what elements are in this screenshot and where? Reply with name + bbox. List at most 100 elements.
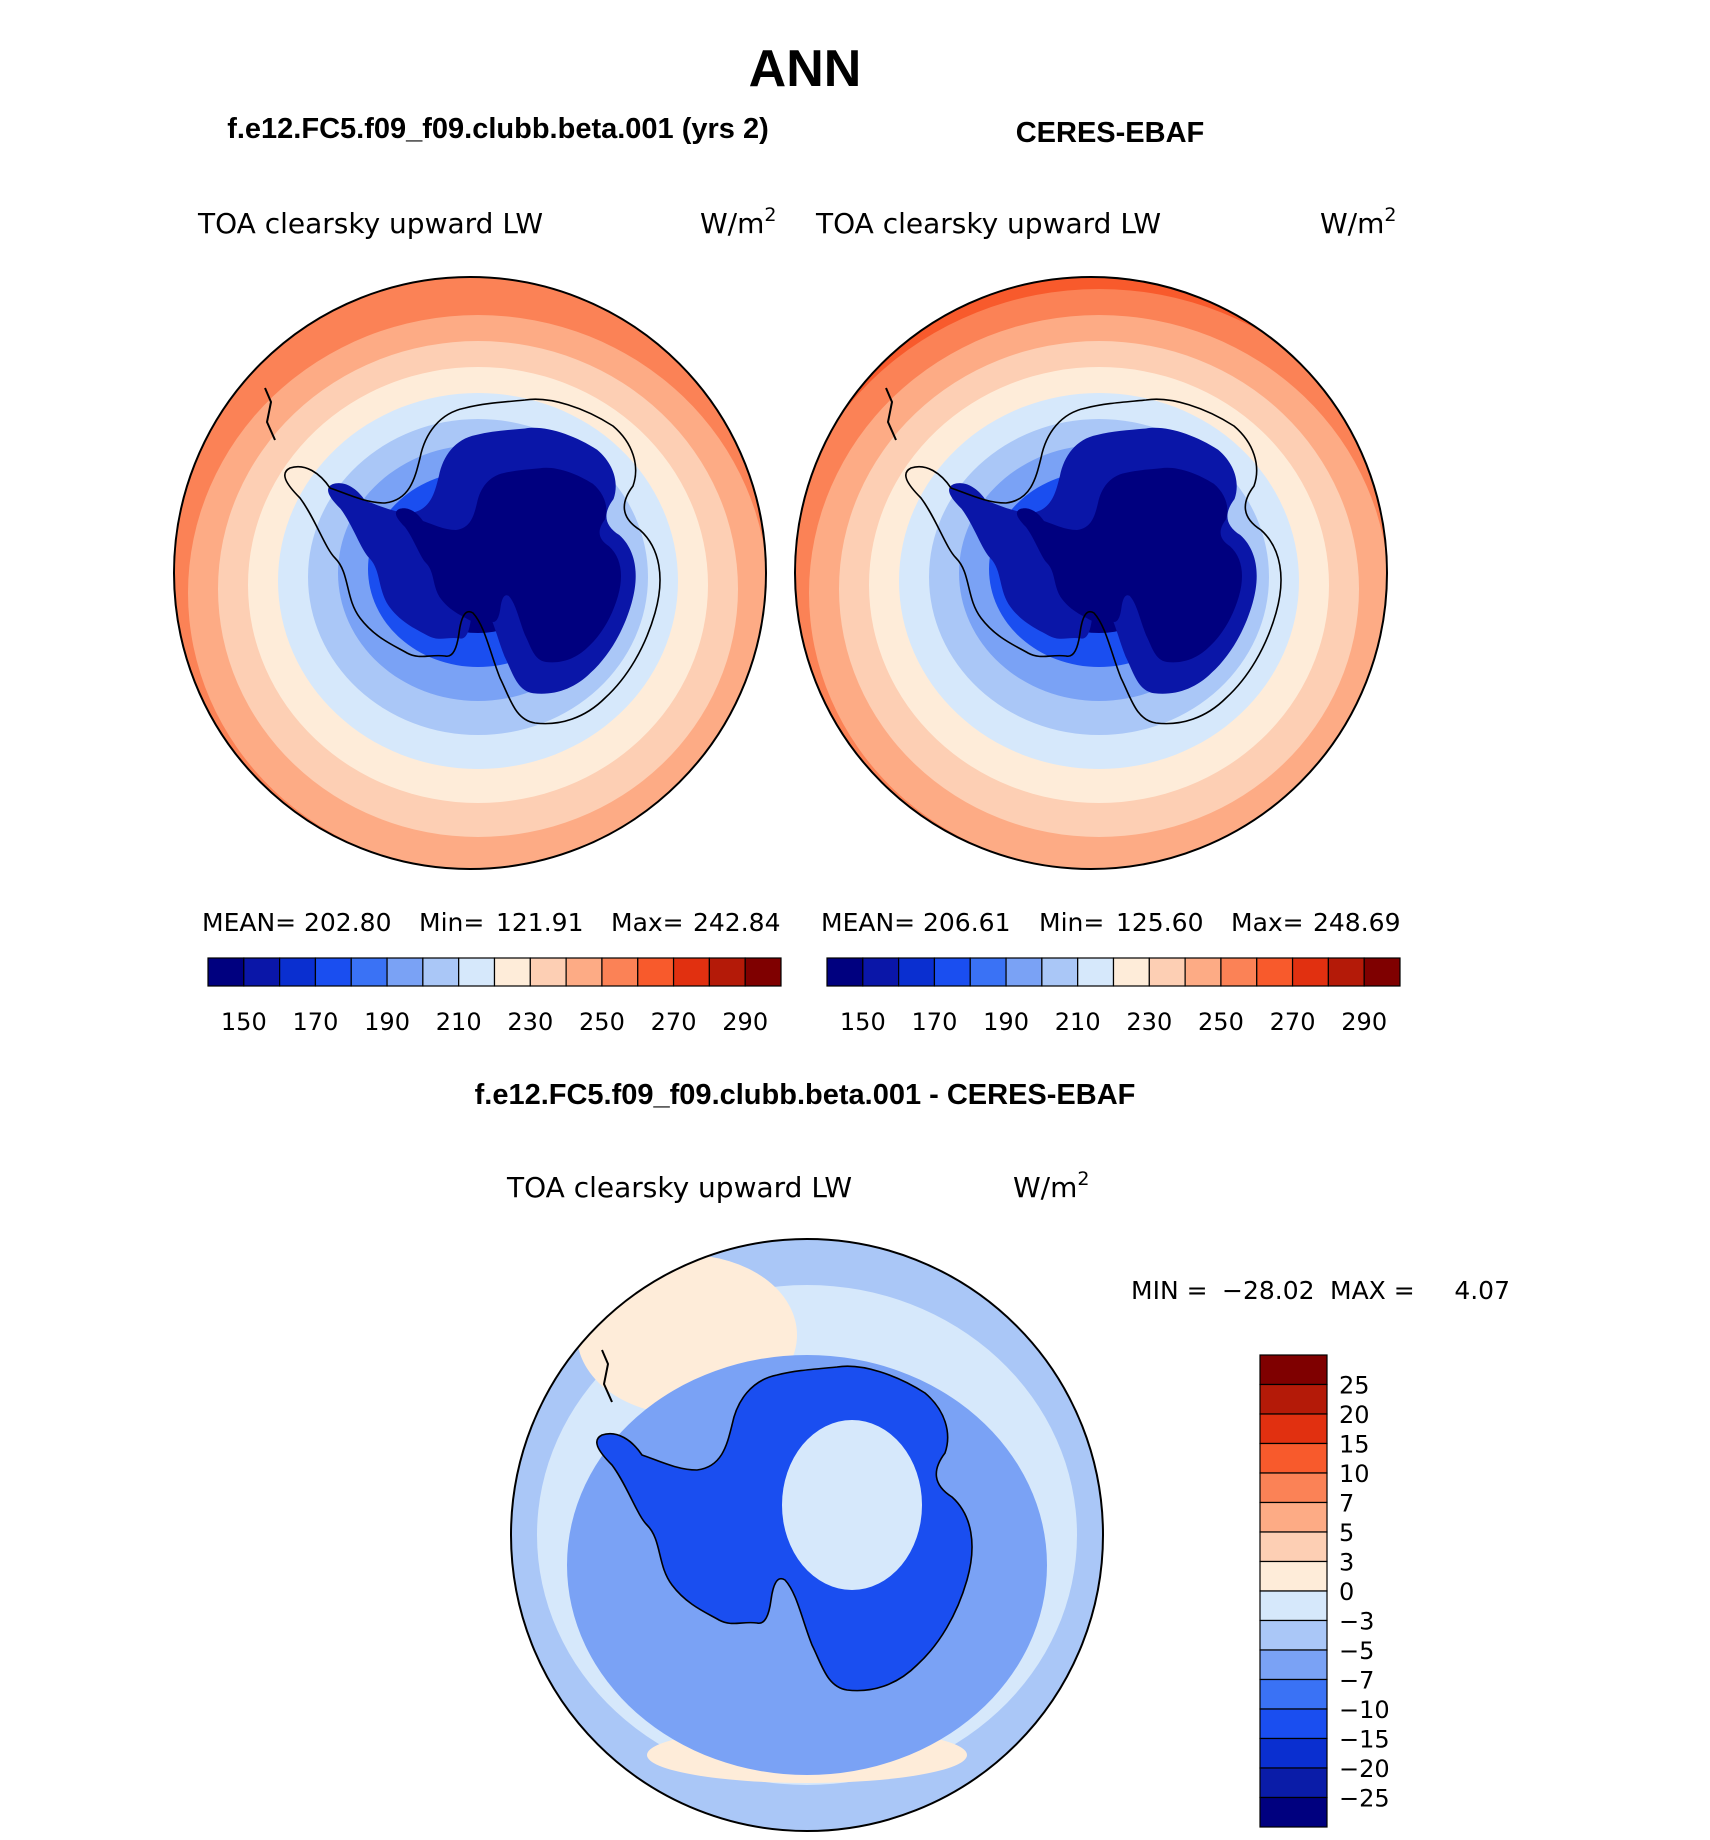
colorbar-swatch: [1077, 957, 1115, 987]
figure-title: ANN: [749, 40, 862, 98]
colorbar-swatch: [314, 957, 352, 987]
colorbar-swatch: [1327, 957, 1365, 987]
polar-map-obs: [795, 277, 1387, 869]
colorbar-tick-label: 270: [651, 1008, 697, 1036]
colorbar-swatch: [1363, 957, 1401, 987]
colorbar-swatch: [826, 957, 864, 987]
near-zero-region: [782, 1420, 922, 1590]
colorbar-swatch: [1259, 1472, 1328, 1504]
colorbar-swatch: [1256, 957, 1294, 987]
colorbar-swatch: [1259, 1413, 1328, 1445]
colorbar-swatch: [1259, 1560, 1328, 1592]
colorbar-model: 150 170 190 210 230 250 270 290: [207, 957, 782, 1036]
colorbar-swatch: [1112, 957, 1150, 987]
colorbar-tick-label: 290: [1341, 1008, 1387, 1036]
colorbar-swatch: [1184, 957, 1222, 987]
colorbar-swatch: [1259, 1767, 1328, 1799]
colorbar-tick-label: 150: [221, 1008, 267, 1036]
colorbar-swatch: [493, 957, 531, 987]
south-america-coast: [601, 1349, 613, 1403]
panel-obs-title: CERES-EBAF: [1016, 117, 1205, 149]
colorbar-swatch: [422, 957, 460, 987]
colorbar-swatch: [744, 957, 782, 987]
panel-model-units: W/m2: [700, 204, 777, 240]
colorbar-swatch: [1259, 1649, 1328, 1681]
colorbar-tick-label: −5: [1339, 1637, 1374, 1665]
map-border: [794, 276, 1388, 870]
colorbar-swatch: [279, 957, 317, 987]
colorbar-tick-label: 250: [1198, 1008, 1244, 1036]
panel-model-variable: TOA clearsky upward LW: [197, 207, 543, 240]
colorbar-tick-label: 190: [364, 1008, 410, 1036]
colorbar-obs: 150 170 190 210 230 250 270 290: [826, 957, 1401, 1036]
colorbar-swatch: [933, 957, 971, 987]
colorbar-swatch: [243, 957, 281, 987]
colorbar-tick-label: 170: [912, 1008, 958, 1036]
panel-diff-units: W/m2: [1013, 1168, 1090, 1204]
colorbar-swatch: [207, 957, 245, 987]
south-america-coast: [885, 387, 897, 441]
colorbar-swatch: [708, 957, 746, 987]
colorbar-swatch: [1259, 1442, 1328, 1474]
colorbar-tick-label: −20: [1339, 1755, 1390, 1783]
colorbar-swatch: [601, 957, 639, 987]
polar-map-diff: [511, 1239, 1103, 1831]
colorbar-swatch: [350, 957, 388, 987]
colorbar-swatch: [1259, 1531, 1328, 1563]
mean-value: 206.61: [923, 908, 1010, 937]
colorbar-swatch: [1259, 1708, 1328, 1740]
colorbar-tick-label: 10: [1339, 1460, 1370, 1488]
max-value: 4.07: [1454, 1276, 1510, 1305]
panel-diff-title: f.e12.FC5.f09_f09.clubb.beta.001 - CERES…: [475, 1079, 1136, 1111]
colorbar-swatch: [1259, 1619, 1328, 1651]
max-label: Max=: [611, 908, 684, 937]
colorbar-swatch: [1259, 1737, 1328, 1769]
colorbar-tick-label: 290: [722, 1008, 768, 1036]
colorbar-tick-label: −10: [1339, 1696, 1390, 1724]
min-label: MIN =: [1131, 1276, 1208, 1305]
colorbar-swatch: [1005, 957, 1043, 987]
max-label: Max=: [1231, 908, 1304, 937]
colorbar-swatch: [862, 957, 900, 987]
min-value: −28.02: [1222, 1276, 1315, 1305]
panel-diff-variable: TOA clearsky upward LW: [506, 1171, 852, 1204]
max-value: 242.84: [693, 908, 780, 937]
colorbar-tick-label: 25: [1339, 1372, 1370, 1400]
colorbar-tick-label: −25: [1339, 1785, 1390, 1813]
min-label: Min=: [1039, 908, 1104, 937]
panel-model-title: f.e12.FC5.f09_f09.clubb.beta.001 (yrs 2): [227, 113, 769, 145]
colorbar-swatch: [529, 957, 567, 987]
colorbar-swatch: [898, 957, 936, 987]
panel-obs: CERES-EBAF TOA clearsky upward LW W/m2 M…: [794, 117, 1401, 1036]
colorbar-swatch: [1259, 1678, 1328, 1710]
colorbar-swatch: [1259, 1501, 1328, 1533]
colorbar-tick-label: 15: [1339, 1431, 1370, 1459]
max-value: 248.69: [1313, 908, 1400, 937]
map-border: [510, 1238, 1104, 1832]
max-label: MAX =: [1330, 1276, 1415, 1305]
polar-map-model: [174, 277, 766, 869]
south-america-coast: [264, 387, 276, 441]
colorbar-swatch: [969, 957, 1007, 987]
colorbar-swatch: [1291, 957, 1329, 987]
mean-value: 202.80: [304, 908, 391, 937]
colorbar-tick-label: 5: [1339, 1519, 1354, 1547]
colorbar-tick-label: −7: [1339, 1667, 1374, 1695]
colorbar-tick-label: 230: [1126, 1008, 1172, 1036]
colorbar-tick-label: −15: [1339, 1726, 1390, 1754]
panel-diff: f.e12.FC5.f09_f09.clubb.beta.001 - CERES…: [475, 1079, 1510, 1832]
colorbar-tick-label: 230: [507, 1008, 553, 1036]
colorbar-tick-label: 190: [983, 1008, 1029, 1036]
colorbar-swatch: [1259, 1796, 1328, 1828]
colorbar-tick-label: 0: [1339, 1578, 1354, 1606]
colorbar-tick-label: 170: [293, 1008, 339, 1036]
colorbar-swatch: [1259, 1383, 1328, 1415]
colorbar-swatch: [1259, 1354, 1328, 1386]
colorbar-tick-label: 7: [1339, 1490, 1354, 1518]
colorbar-swatch: [386, 957, 424, 987]
colorbar-tick-label: −3: [1339, 1608, 1374, 1636]
colorbar-tick-label: 150: [840, 1008, 886, 1036]
colorbar-tick-label: 3: [1339, 1549, 1354, 1577]
